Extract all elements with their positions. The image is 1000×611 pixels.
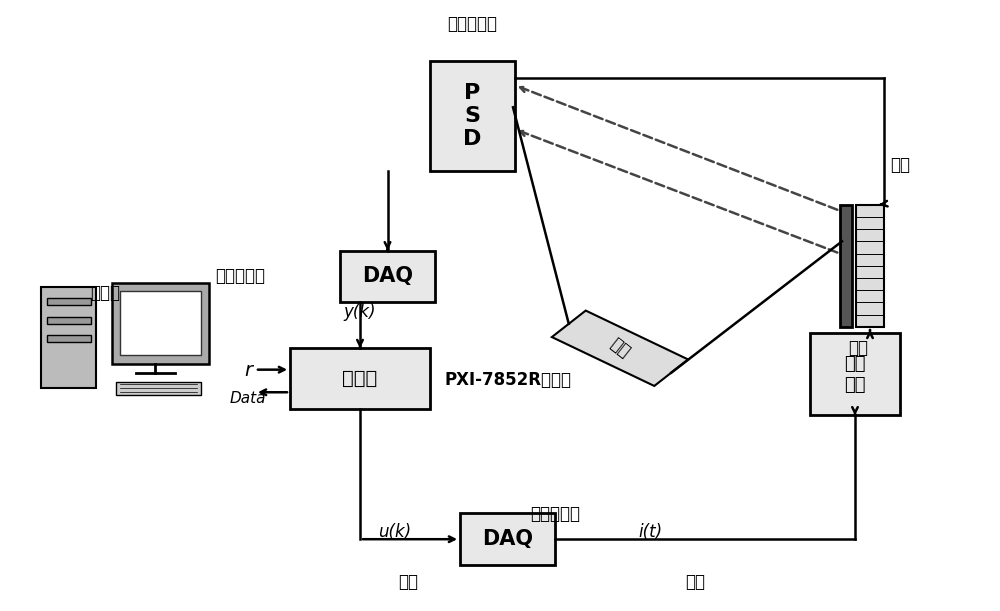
- Text: i(t): i(t): [638, 522, 662, 541]
- Text: y(k): y(k): [344, 302, 376, 321]
- Text: 计算机: 计算机: [90, 284, 120, 302]
- FancyBboxPatch shape: [340, 251, 435, 302]
- Text: DAQ: DAQ: [482, 529, 533, 549]
- FancyBboxPatch shape: [840, 205, 852, 327]
- FancyBboxPatch shape: [120, 291, 201, 354]
- FancyBboxPatch shape: [41, 287, 96, 389]
- Text: 数据采集卡: 数据采集卡: [215, 267, 265, 285]
- Text: 微镜: 微镜: [848, 339, 868, 357]
- Text: 驱动
电路: 驱动 电路: [844, 355, 866, 393]
- Text: 控制器: 控制器: [342, 369, 378, 389]
- Text: 位置传感器: 位置传感器: [447, 15, 497, 34]
- Text: 电流: 电流: [685, 573, 705, 591]
- Text: Data: Data: [230, 391, 266, 406]
- FancyBboxPatch shape: [47, 335, 91, 342]
- Text: DAQ: DAQ: [362, 266, 413, 287]
- FancyBboxPatch shape: [290, 348, 430, 409]
- FancyBboxPatch shape: [810, 333, 900, 415]
- Text: 激光: 激光: [607, 335, 633, 362]
- Text: P
S
D: P S D: [463, 83, 482, 149]
- Text: u(k): u(k): [378, 522, 412, 541]
- FancyBboxPatch shape: [47, 316, 91, 324]
- Text: r: r: [244, 361, 252, 381]
- Polygon shape: [552, 310, 688, 386]
- Text: 电压: 电压: [398, 573, 418, 591]
- FancyBboxPatch shape: [856, 205, 884, 327]
- FancyBboxPatch shape: [430, 61, 515, 171]
- Text: 数据采集卡: 数据采集卡: [530, 505, 580, 524]
- Text: PXI-7852R控制器: PXI-7852R控制器: [445, 371, 572, 389]
- FancyBboxPatch shape: [47, 298, 91, 306]
- FancyBboxPatch shape: [116, 382, 201, 395]
- FancyBboxPatch shape: [460, 513, 555, 565]
- FancyBboxPatch shape: [112, 283, 209, 364]
- Text: 线圈: 线圈: [890, 156, 910, 174]
